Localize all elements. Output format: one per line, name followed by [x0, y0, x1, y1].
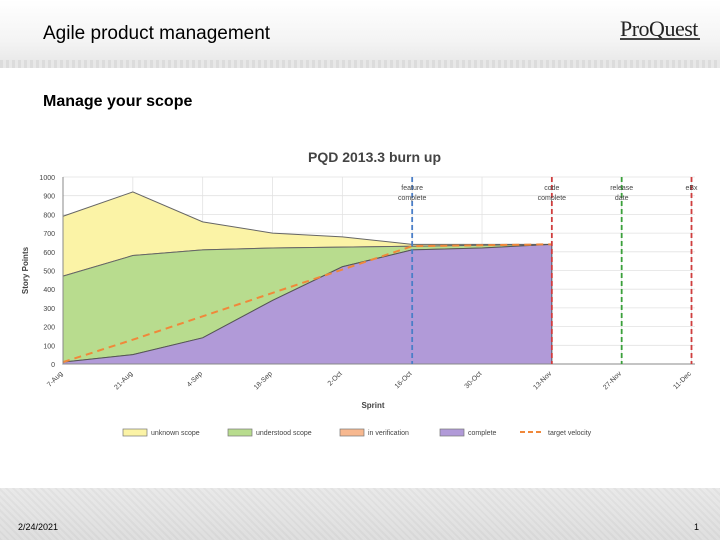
y-tick-label: 0 [51, 362, 55, 369]
y-tick-label: 500 [43, 269, 55, 276]
marker-label: complete [538, 195, 567, 202]
y-tick-label: 300 [43, 306, 55, 313]
marker-label: code [544, 185, 559, 192]
y-tick-label: 700 [43, 231, 55, 238]
proquest-logo: ProQuest [620, 16, 698, 41]
y-tick-label: 200 [43, 325, 55, 332]
legend-label: complete [468, 430, 497, 437]
y-axis-label: Story Points [21, 246, 30, 294]
legend-swatch [122, 428, 148, 437]
page-number: 1 [694, 522, 700, 532]
legend-label: understood scope [256, 430, 312, 437]
x-tick-label: 4-Sep [186, 370, 204, 388]
x-tick-label: 21-Aug [113, 370, 134, 391]
x-tick-label: 30-Oct [464, 370, 484, 390]
x-axis-label: Sprint [361, 401, 384, 410]
footer-date: 2/24/2021 [18, 522, 59, 532]
y-tick-label: 800 [43, 212, 55, 219]
legend-label: in verification [368, 430, 409, 437]
x-tick-label: 7-Aug [46, 370, 64, 388]
y-tick-label: 400 [43, 287, 55, 294]
slide-footer [0, 488, 720, 540]
header-band [0, 60, 720, 68]
legend-label: target velocity [548, 430, 592, 437]
marker-label: eBx [685, 185, 698, 192]
legend-swatch [227, 428, 253, 437]
x-tick-label: 18-Sep [253, 370, 274, 391]
x-tick-label: 11-Dec [672, 370, 693, 391]
slide-header [0, 0, 720, 68]
y-tick-label: 900 [43, 194, 55, 201]
y-tick-label: 100 [43, 343, 55, 350]
logo-underline [620, 38, 700, 40]
legend-swatch [439, 428, 465, 437]
y-tick-label: 1000 [39, 175, 55, 182]
legend-label: unknown scope [151, 430, 200, 437]
target-velocity-line [62, 243, 552, 364]
slide-title: Agile product management [43, 23, 271, 44]
marker-label: complete [398, 195, 427, 202]
x-tick-label: 13-Nov [532, 370, 553, 391]
slide-subtitle: Manage your scope [43, 93, 193, 110]
x-tick-label: 16-Oct [394, 370, 414, 390]
burnup-chart: PQD 2013.3 burn up 0 100 200 300 400 500 600 700… [21, 149, 698, 437]
footer-texture [0, 488, 720, 540]
legend-swatch [339, 428, 365, 437]
y-tick-label: 600 [43, 250, 55, 257]
marker-label: release [610, 185, 633, 192]
x-tick-label: 27-Nov [602, 370, 623, 391]
chart-title: PQD 2013.3 burn up [308, 149, 441, 165]
marker-label: date [615, 195, 629, 202]
marker-label: feature [401, 185, 423, 192]
x-tick-label: 2-Oct [327, 370, 344, 387]
